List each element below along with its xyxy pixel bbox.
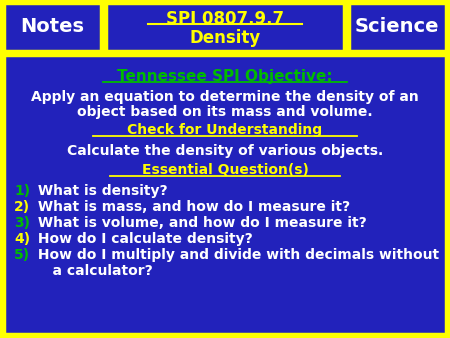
Text: What is mass, and how do I measure it?: What is mass, and how do I measure it? [33,200,350,214]
Text: What is volume, and how do I measure it?: What is volume, and how do I measure it? [33,216,367,230]
Text: Notes: Notes [20,18,84,37]
Text: Science: Science [355,18,439,37]
Text: 2): 2) [14,200,30,214]
Text: a calculator?: a calculator? [33,264,153,278]
Text: 4): 4) [14,232,30,246]
Text: How do I calculate density?: How do I calculate density? [33,232,253,246]
Text: Apply an equation to determine the density of an: Apply an equation to determine the densi… [31,90,419,104]
Text: object based on its mass and volume.: object based on its mass and volume. [77,105,373,119]
Text: Tennessee SPI Objective:: Tennessee SPI Objective: [117,69,333,83]
FancyBboxPatch shape [4,55,446,334]
Text: Density: Density [189,29,261,47]
Text: Essential Question(s): Essential Question(s) [142,163,308,177]
FancyBboxPatch shape [4,3,101,51]
Text: Check for Understanding: Check for Understanding [127,123,323,137]
Text: 5): 5) [14,248,30,262]
Text: How do I multiply and divide with decimals without: How do I multiply and divide with decima… [33,248,439,262]
Text: SPI 0807.9.7: SPI 0807.9.7 [166,10,284,28]
Text: What is density?: What is density? [33,184,167,198]
FancyBboxPatch shape [349,3,446,51]
FancyBboxPatch shape [106,3,344,51]
Text: Calculate the density of various objects.: Calculate the density of various objects… [67,144,383,158]
Text: 3): 3) [14,216,30,230]
Text: 1): 1) [14,184,30,198]
